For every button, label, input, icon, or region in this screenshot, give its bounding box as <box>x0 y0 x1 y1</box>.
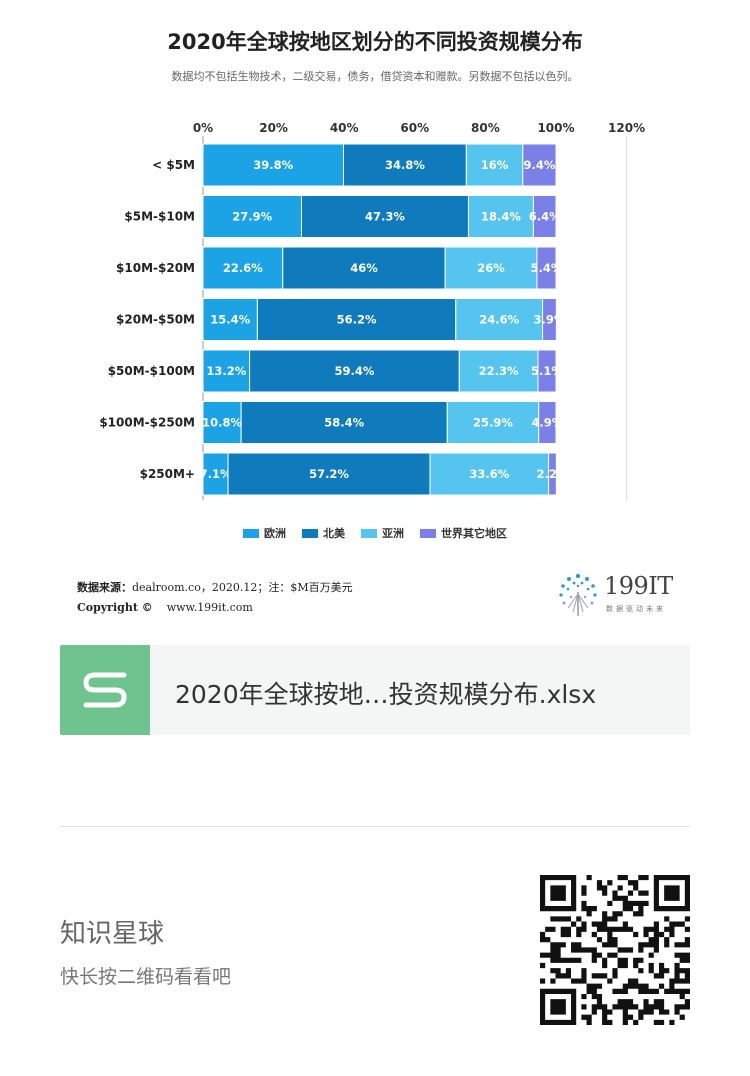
legend-label: 北美 <box>323 527 345 540</box>
x-tick-label: 60% <box>400 121 429 135</box>
data-label: 9.4% <box>523 158 555 172</box>
source-label: 数据来源： <box>77 581 132 594</box>
data-label: 4.9% <box>531 416 563 430</box>
qr-code-icon[interactable] <box>540 875 690 1025</box>
bar-segment <box>342 143 467 187</box>
spreadsheet-s-icon <box>60 645 150 735</box>
data-label: 56.2% <box>337 313 377 327</box>
footer-subtitle: 快长按二维码看看吧 <box>60 966 232 988</box>
bar-segment <box>202 298 258 341</box>
legend-item: 北美 <box>302 525 345 541</box>
data-label: 47.3% <box>365 210 405 224</box>
copyright-url[interactable]: www.199it.com <box>166 601 253 614</box>
data-label: 46% <box>350 261 378 275</box>
brand-name: 199IT <box>604 572 673 600</box>
bar-segment <box>202 349 251 393</box>
legend-swatch <box>361 528 377 538</box>
divider <box>60 826 690 827</box>
file-attachment-card[interactable]: 2020年全球按地…投资规模分布.xlsx <box>60 645 690 735</box>
x-tick-label: 20% <box>259 121 288 135</box>
category-label: $10M-$20M <box>116 261 195 275</box>
legend-swatch <box>302 528 318 538</box>
category-label: $20M-$50M <box>116 313 195 327</box>
data-label: 15.4% <box>210 313 250 327</box>
data-label: 26% <box>477 261 505 275</box>
x-tick-label: 0% <box>193 121 213 135</box>
category-label: $5M-$10M <box>124 210 195 224</box>
data-label: 5.1% <box>531 364 563 378</box>
bar-segment <box>542 298 557 341</box>
data-label: 24.6% <box>479 313 519 327</box>
data-label: 6.4% <box>529 210 561 224</box>
data-label: 22.6% <box>223 261 263 275</box>
bar-segment <box>202 401 242 444</box>
x-tick-label: 80% <box>471 121 500 135</box>
legend-item: 欧洲 <box>243 525 286 541</box>
bar-segment <box>227 452 431 496</box>
bar-segment <box>467 195 534 238</box>
legend-item: 世界其它地区 <box>420 525 507 541</box>
data-label: 7.1% <box>200 467 232 481</box>
bar-segment <box>429 452 550 496</box>
bar-segment <box>282 246 446 290</box>
data-label: 5.4% <box>531 261 563 275</box>
data-label: 2.2% <box>537 467 569 481</box>
data-label: 39.8% <box>253 158 293 172</box>
data-label: 13.2% <box>206 364 246 378</box>
data-label: 22.3% <box>479 364 519 378</box>
bar-segment <box>202 143 344 187</box>
data-label: 25.9% <box>473 416 513 430</box>
copyright-label: Copyright © <box>77 601 153 614</box>
data-label: 10.8% <box>202 416 242 430</box>
legend-swatch <box>243 528 259 538</box>
data-label: 3.9% <box>534 313 566 327</box>
data-label: 58.4% <box>324 416 364 430</box>
data-source: 数据来源：dealroom.co，2020.12；注：$M百万美元 <box>77 579 353 595</box>
data-label: 33.6% <box>469 467 509 481</box>
footer-title: 知识星球 <box>60 919 165 949</box>
brand-logo: 199IT 数据驱动未来 <box>554 570 684 618</box>
x-tick-label: 40% <box>330 121 359 135</box>
data-label: 18.4% <box>481 210 521 224</box>
data-label: 34.8% <box>385 158 425 172</box>
bar-segment <box>465 143 524 187</box>
legend-label: 欧洲 <box>264 527 286 540</box>
bar-segment <box>522 143 557 187</box>
bar-segment <box>300 195 469 238</box>
bar-segment <box>455 298 544 341</box>
source-text: dealroom.co，2020.12；注：$M百万美元 <box>132 581 353 594</box>
data-label: 16% <box>481 158 509 172</box>
bar-segment <box>458 349 539 393</box>
category-label: $250M+ <box>140 467 195 481</box>
stacked-bar-chart: 0% 20% 40% 60% 80% 100% 120% < $5M 39.8% 34.8% 16%… <box>99 121 645 500</box>
bar-segment <box>249 349 460 393</box>
bar-segment <box>256 298 457 341</box>
category-label: $50M-$100M <box>108 364 195 378</box>
data-label: 27.9% <box>232 210 272 224</box>
bar-segment <box>536 246 557 290</box>
legend-item: 亚洲 <box>361 525 404 541</box>
bar-segment <box>548 452 557 496</box>
bar-segment <box>532 195 557 238</box>
data-label: 59.4% <box>334 364 374 378</box>
chart-subtitle: 数据均不包括生物技术，二级交易，债务，借贷资本和赠款。另数据不包括以色列。 <box>171 70 579 83</box>
file-name: 2020年全球按地…投资规模分布.xlsx <box>175 680 597 709</box>
brand-tagline: 数据驱动未来 <box>606 605 666 613</box>
category-label: < $5M <box>152 158 195 172</box>
chart-title: 2020年全球按地区划分的不同投资规模分布 <box>167 30 583 54</box>
category-label: $100M-$250M <box>99 416 195 430</box>
copyright-line: Copyright © www.199it.com <box>77 601 253 614</box>
legend-swatch <box>420 528 436 538</box>
bar-segment <box>538 401 557 444</box>
data-label: 57.2% <box>309 467 349 481</box>
x-tick-label: 120% <box>608 121 645 135</box>
bar-segment <box>537 349 557 393</box>
dandelion-logo-icon <box>559 573 597 616</box>
legend-label: 亚洲 <box>382 527 404 540</box>
chart-legend: 欧洲 北美 亚洲 世界其它地区 <box>0 525 750 541</box>
bar-segment <box>240 401 448 444</box>
x-tick-label: 100% <box>537 121 574 135</box>
legend-label: 世界其它地区 <box>441 527 507 540</box>
